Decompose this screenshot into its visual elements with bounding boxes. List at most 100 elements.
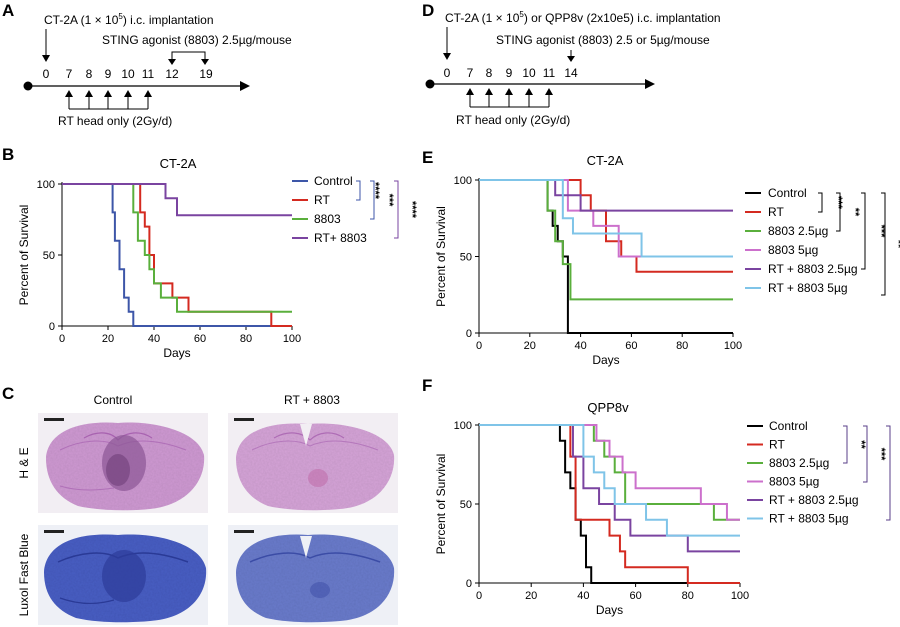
legend-label: 8803 5µg <box>769 475 819 489</box>
legend-label: RT <box>768 205 784 219</box>
significance-bracket <box>356 180 361 201</box>
x-tick-label: 40 <box>148 333 160 345</box>
column-label-rt-8803: RT + 8803 <box>284 393 340 407</box>
y-tick-label: 0 <box>466 328 472 340</box>
legend-label: RT + 8803 2.5µg <box>768 262 858 276</box>
significance-bracket <box>861 192 866 270</box>
chart-title: CT-2A <box>587 153 624 168</box>
panel-a-day: 10 <box>121 67 135 81</box>
chart-title: CT-2A <box>160 156 197 171</box>
panel-a-day: 7 <box>66 67 73 81</box>
panel-d-day: 0 <box>444 66 451 80</box>
series-line <box>62 183 292 313</box>
panel-d-day: 7 <box>467 66 474 80</box>
x-tick-label: 60 <box>629 590 641 602</box>
row-label-lfb: Luxol Fast Blue <box>17 533 31 616</box>
x-tick-label: 40 <box>574 340 586 352</box>
row-label-he: H & E <box>17 447 31 478</box>
legend-label: Control <box>314 174 353 188</box>
series-line <box>479 424 740 521</box>
x-tick-label: 60 <box>194 333 206 345</box>
significance-label: ** <box>895 469 900 478</box>
y-tick-label: 100 <box>454 175 472 187</box>
series-line <box>479 179 733 212</box>
x-tick-label: 100 <box>731 590 749 602</box>
legend-label: RT + 8803 5µg <box>769 512 849 526</box>
x-tick-label: 0 <box>59 333 65 345</box>
legend-label: 8803 2.5µg <box>769 456 829 470</box>
panel-a-sting-label: STING agonist (8803) 2.5µg/mouse <box>102 33 292 47</box>
significance-label: **** <box>369 182 381 200</box>
panel-c: C Control RT + 8803 H & E Luxol Fast Blu… <box>2 384 398 625</box>
series-line <box>479 179 733 258</box>
x-tick-label: 20 <box>525 590 537 602</box>
panel-a: A CT-2A (1 × 105) i.c. implantation STIN… <box>2 1 292 128</box>
x-tick-label: 100 <box>724 340 742 352</box>
significance-bracket <box>863 425 868 483</box>
significance-label: *** <box>832 196 844 210</box>
series-line <box>62 183 292 327</box>
y-axis-label: Percent of Survival <box>434 206 448 307</box>
x-tick-label: 100 <box>283 333 301 345</box>
column-label-control: Control <box>94 393 133 407</box>
x-axis-label: Days <box>163 346 190 360</box>
panel-d-day: 11 <box>543 66 556 80</box>
x-tick-label: 40 <box>577 590 589 602</box>
x-tick-label: 20 <box>102 333 114 345</box>
series-line <box>479 424 740 537</box>
significance-bracket <box>836 192 841 232</box>
scale-bar <box>234 530 254 533</box>
y-axis-label: Percent of Survival <box>17 205 31 306</box>
histology-he-treated <box>228 413 398 513</box>
x-tick-label: 80 <box>682 590 694 602</box>
legend-label: 8803 5µg <box>768 243 818 257</box>
significance-bracket <box>818 192 823 213</box>
x-tick-label: 60 <box>625 340 637 352</box>
significance-label: ** <box>849 208 861 217</box>
chart-title: QPP8v <box>587 400 629 415</box>
panel-a-timeline-start <box>23 81 33 91</box>
x-tick-label: 80 <box>676 340 688 352</box>
panel-d-sting-label: STING agonist (8803) 2.5 or 5µg/mouse <box>496 33 710 47</box>
survival-chart-b: B CT-2A 0 20 40 60 80 100 0 50 100 Days Percent of S… <box>2 145 418 360</box>
legend-label: RT <box>314 193 330 207</box>
significance-bracket <box>370 180 375 220</box>
panel-letter: F <box>422 376 432 395</box>
panel-letter: B <box>2 145 14 164</box>
panel-d-rt-label: RT head only (2Gy/d) <box>456 113 570 127</box>
y-tick-label: 0 <box>466 578 472 590</box>
significance-bracket <box>394 180 399 239</box>
panel-letter-c: C <box>2 384 14 403</box>
legend-label: Control <box>768 186 807 200</box>
x-tick-label: 0 <box>476 340 482 352</box>
y-tick-label: 0 <box>49 321 55 333</box>
significance-label: *** <box>875 225 887 239</box>
panel-a-day: 11 <box>142 67 155 81</box>
panel-letter: E <box>422 148 433 167</box>
series-line <box>62 183 292 217</box>
scale-bar <box>44 418 64 421</box>
scale-bar <box>44 530 64 533</box>
panel-a-day: 0 <box>43 67 50 81</box>
significance-label: **** <box>406 201 418 219</box>
survival-chart-f: F QPP8v 0 20 40 60 80 100 0 50 100 Days Percent of S… <box>422 376 900 617</box>
legend-label: 8803 <box>314 212 341 226</box>
panel-letter-a: A <box>2 1 14 20</box>
significance-bracket <box>843 425 848 464</box>
significance-bracket <box>886 425 891 521</box>
panel-a-rt-label: RT head only (2Gy/d) <box>58 114 172 128</box>
series-line <box>479 424 740 584</box>
y-axis-label: Percent of Survival <box>434 454 448 555</box>
x-axis-label: Days <box>592 353 619 367</box>
histology-he-control <box>38 413 208 513</box>
panel-a-day: 19 <box>199 67 213 81</box>
x-tick-label: 0 <box>476 590 482 602</box>
panel-d-day: 14 <box>564 66 578 80</box>
y-tick-label: 100 <box>454 420 472 432</box>
y-tick-label: 100 <box>37 179 55 191</box>
panel-d-day: 9 <box>506 66 513 80</box>
significance-label: *** <box>875 448 887 462</box>
legend-label: Control <box>769 419 808 433</box>
significance-label: *** <box>383 194 395 208</box>
